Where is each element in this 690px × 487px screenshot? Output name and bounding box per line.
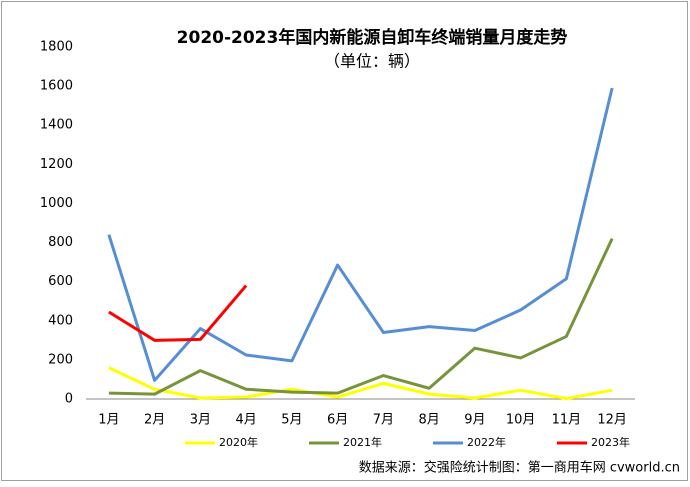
x-tick-label: 6月	[327, 413, 348, 428]
y-tick-label: 0	[65, 392, 73, 407]
chart-title: 2020-2023年国内新能源自卸车终端销量月度走势	[177, 27, 568, 48]
x-tick-label: 9月	[464, 413, 485, 428]
series-line	[108, 366, 613, 401]
legend-label: 2021年	[343, 435, 382, 449]
series-line	[108, 238, 614, 396]
x-tick-label: 2月	[144, 413, 165, 428]
y-tick-label: 1800	[40, 40, 73, 55]
series-line	[108, 284, 248, 342]
x-tick-label: 10月	[506, 413, 536, 428]
x-tick-label: 7月	[373, 413, 394, 428]
y-tick-label: 1400	[40, 118, 73, 133]
x-tick-label: 4月	[235, 413, 256, 428]
y-tick-label: 200	[48, 352, 73, 367]
y-tick-label: 1000	[40, 196, 73, 211]
x-tick-label: 8月	[418, 413, 439, 428]
legend-label: 2023年	[591, 435, 630, 449]
y-tick-label: 600	[48, 274, 73, 289]
source-note: 数据来源：交强险统计制图：第一商用车网 cvworld.cn	[359, 460, 680, 476]
chart-subtitle: （单位：辆）	[324, 52, 420, 71]
series-line	[107, 87, 614, 382]
x-tick-label: 3月	[190, 413, 211, 428]
legend-label: 2022年	[467, 435, 506, 449]
x-tick-label: 1月	[98, 413, 119, 428]
legend-label: 2020年	[219, 435, 258, 449]
y-tick-label: 1200	[40, 157, 73, 172]
x-tick-label: 11月	[552, 413, 582, 428]
y-tick-label: 800	[48, 235, 73, 250]
x-tick-label: 12月	[597, 413, 627, 428]
y-tick-label: 1600	[40, 79, 73, 94]
y-tick-label: 400	[48, 313, 73, 328]
x-tick-label: 5月	[281, 413, 302, 428]
